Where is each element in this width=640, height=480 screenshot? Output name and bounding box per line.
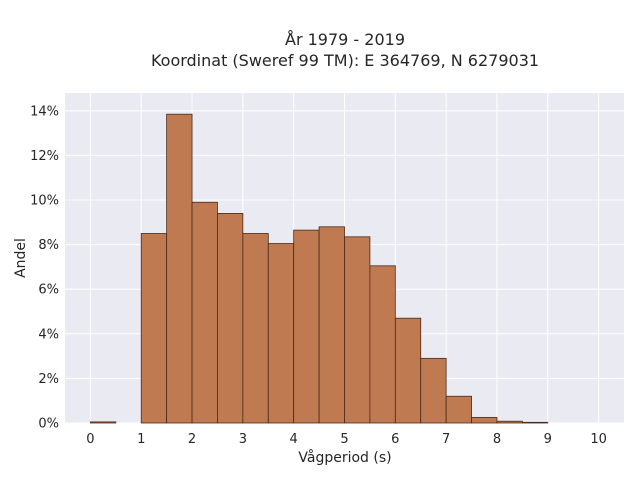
histogram-bar: [90, 421, 117, 424]
chart-subtitle: Koordinat (Sweref 99 TM): E 364769, N 62…: [151, 51, 539, 70]
chart-title: År 1979 - 2019: [285, 30, 405, 49]
histogram-bar: [420, 357, 447, 424]
bars: [90, 113, 549, 424]
histogram-bar: [496, 420, 523, 424]
y-axis-label: Andel: [13, 238, 29, 278]
histogram-bar: [394, 317, 422, 424]
y-tick-label: 0%: [38, 417, 59, 432]
histogram-bar: [267, 243, 295, 424]
x-tick-label: 3: [239, 432, 247, 447]
x-tick-label: 7: [442, 432, 450, 447]
x-tick-label: 6: [391, 432, 399, 447]
x-tick-label: 10: [590, 432, 607, 447]
y-tick-label: 4%: [38, 327, 59, 342]
x-axis-ticks: 0 1 2 3 4 5 6 7 8 9 10: [86, 432, 607, 447]
histogram-bar: [369, 265, 396, 424]
x-tick-label: 0: [86, 432, 94, 447]
y-tick-label: 10%: [30, 194, 59, 209]
histogram-bar: [191, 201, 218, 424]
y-tick-label: 8%: [38, 238, 59, 253]
histogram-bar: [344, 236, 371, 424]
histogram-bar: [166, 113, 193, 424]
x-tick-label: 8: [493, 432, 501, 447]
histogram-bar: [318, 226, 345, 424]
x-tick-label: 4: [290, 432, 298, 447]
histogram-bar: [445, 395, 472, 424]
x-tick-label: 2: [188, 432, 196, 447]
y-tick-label: 12%: [30, 149, 59, 164]
x-axis-label: Vågperiod (s): [298, 449, 391, 466]
histogram-bar: [217, 213, 244, 424]
y-tick-label: 2%: [38, 372, 59, 387]
y-tick-label: 14%: [30, 104, 59, 119]
x-tick-label: 5: [340, 432, 348, 447]
histogram-bar: [140, 233, 168, 424]
x-tick-label: 1: [137, 432, 145, 447]
histogram-bar: [293, 229, 320, 424]
x-tick-label: 9: [544, 432, 552, 447]
y-tick-label: 6%: [38, 283, 59, 298]
y-axis-ticks: 0% 2% 4% 6% 8% 10% 12% 14%: [30, 104, 59, 431]
histogram-bar: [521, 421, 549, 424]
histogram-bar: [242, 233, 269, 424]
histogram-bar: [471, 417, 498, 424]
